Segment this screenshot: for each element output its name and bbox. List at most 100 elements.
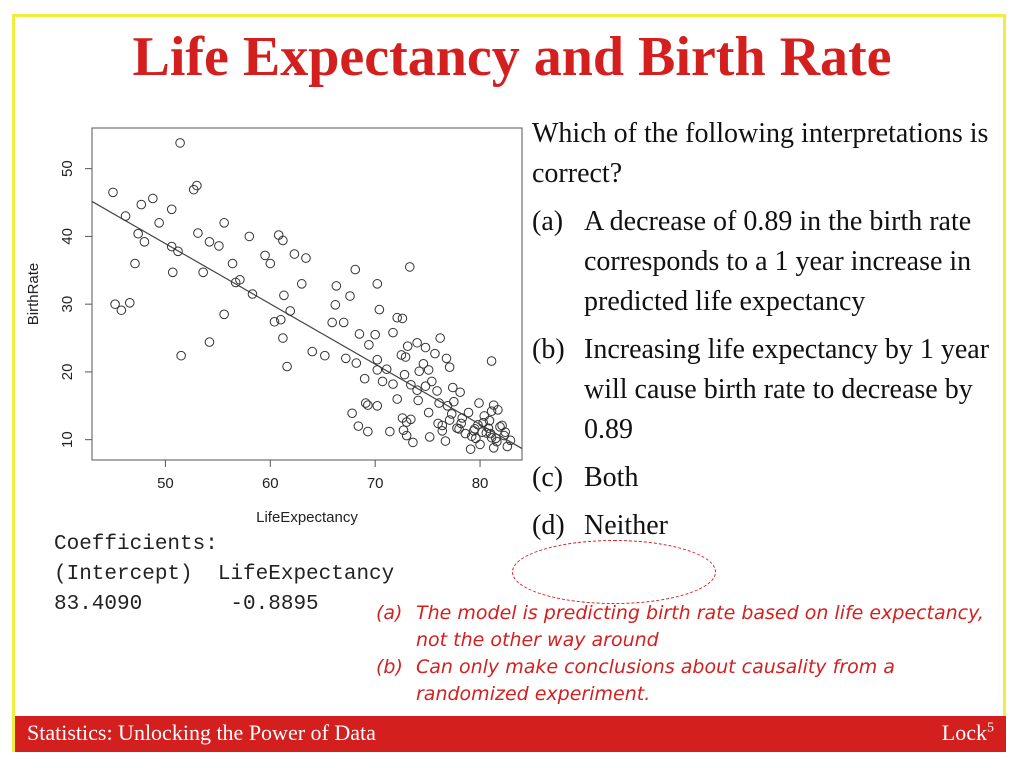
data-point — [139, 237, 150, 247]
data-point — [481, 428, 492, 438]
option-b-letter: (b) — [532, 334, 565, 365]
x-axis-ticks: 50 60 70 80 — [157, 460, 488, 492]
data-point — [353, 421, 364, 431]
data-point — [227, 258, 238, 269]
explanation-a-text: The model is predicting birth rate based… — [416, 602, 984, 651]
data-point — [475, 439, 485, 450]
data-point — [423, 407, 434, 418]
data-point — [285, 306, 296, 316]
data-point — [455, 387, 465, 398]
option-c: (c) Both — [532, 458, 1002, 498]
data-point — [364, 340, 374, 350]
data-point — [437, 426, 448, 436]
data-point — [470, 424, 480, 434]
data-point — [120, 211, 131, 221]
data-point — [219, 309, 229, 320]
data-point — [433, 418, 443, 429]
data-point — [488, 400, 499, 410]
footer-author-superscript: 5 — [987, 720, 994, 736]
data-point — [401, 430, 412, 441]
data-point — [447, 382, 458, 393]
slide-title: Life Expectancy and Birth Rate — [132, 26, 892, 88]
data-point — [124, 298, 135, 308]
data-point — [478, 417, 488, 428]
data-point — [479, 411, 490, 421]
data-point — [406, 379, 416, 390]
data-point — [402, 341, 413, 351]
y-tick-label: 40 — [59, 228, 76, 245]
data-point — [435, 333, 445, 343]
data-point — [230, 277, 241, 288]
data-point — [427, 376, 437, 387]
data-point — [465, 444, 476, 454]
data-point — [273, 230, 284, 240]
data-point — [360, 398, 371, 408]
option-d: (d) Neither — [532, 506, 1002, 546]
coefficients-row-labels: (Intercept) LifeExpectancy — [54, 563, 395, 586]
data-point — [456, 418, 466, 429]
data-point — [198, 267, 208, 278]
data-point — [175, 138, 185, 148]
x-tick-label: 50 — [157, 475, 174, 492]
answer-highlight-circle — [512, 540, 716, 604]
x-tick-label: 80 — [472, 475, 489, 492]
x-axis-label: LifeExpectancy — [256, 509, 358, 526]
data-point — [275, 314, 286, 325]
data-point — [486, 356, 497, 366]
data-point — [399, 369, 410, 380]
data-point — [440, 436, 451, 446]
x-tick-label: 60 — [262, 475, 279, 492]
data-point — [296, 279, 307, 289]
data-point — [204, 237, 215, 247]
data-point — [136, 199, 147, 210]
data-point — [193, 228, 203, 238]
data-point — [483, 423, 494, 433]
data-point — [454, 424, 464, 434]
data-point — [457, 413, 468, 423]
data-point — [392, 394, 402, 404]
data-point — [244, 231, 255, 242]
y-tick-label: 50 — [59, 160, 76, 177]
coefficients-header: Coefficients: — [54, 533, 218, 556]
slide-frame — [12, 14, 1006, 752]
data-point — [247, 289, 258, 299]
data-point — [351, 358, 362, 368]
y-tick-label: 20 — [59, 364, 76, 381]
option-a-letter: (a) — [532, 206, 564, 237]
coefficients-output: Coefficients: (Intercept) LifeExpectancy 8… — [54, 530, 394, 620]
explanation-b-letter: (b) — [376, 656, 403, 678]
data-point — [347, 408, 357, 419]
answer-explanations: (a) The model is predicting birth rate b… — [376, 600, 1006, 708]
data-point — [341, 353, 351, 364]
data-point — [354, 329, 365, 339]
data-point — [110, 299, 120, 309]
data-point — [414, 366, 425, 377]
x-tick-label: 70 — [367, 475, 384, 492]
data-point — [265, 258, 276, 269]
explanation-a-letter: (a) — [376, 602, 403, 624]
data-point — [372, 365, 383, 375]
data-point — [278, 333, 288, 343]
data-point — [260, 250, 270, 261]
footer-course-title: Statistics: Unlocking the Power of Data — [27, 720, 376, 745]
option-d-text: Neither — [584, 510, 668, 541]
y-tick-label: 30 — [59, 296, 76, 313]
data-point — [345, 291, 355, 301]
data-point — [372, 279, 383, 289]
data-point — [474, 398, 484, 408]
data-point — [500, 427, 511, 438]
data-point — [442, 400, 453, 411]
data-point — [398, 425, 409, 435]
coefficients-row-values: 83.4090 -0.8895 — [54, 593, 319, 616]
data-point — [350, 264, 361, 275]
regression-line — [91, 200, 523, 450]
data-point — [166, 241, 177, 252]
data-point — [408, 437, 418, 448]
option-c-letter: (c) — [532, 462, 564, 493]
data-point — [370, 329, 380, 340]
data-point — [377, 376, 388, 387]
data-point — [485, 428, 496, 439]
data-point — [282, 361, 292, 372]
y-axis-label: BirthRate — [25, 263, 42, 326]
data-point — [486, 406, 497, 417]
